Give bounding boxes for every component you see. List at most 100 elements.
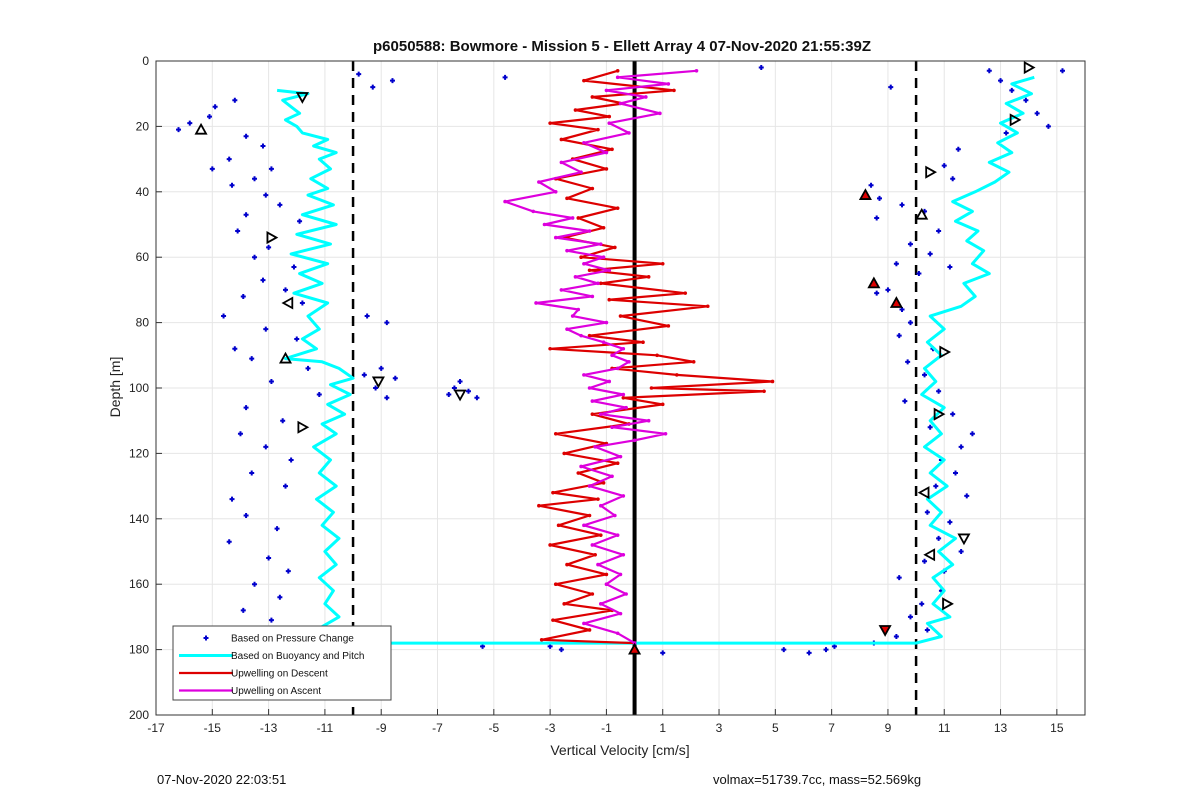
- line-vertex-dot: [598, 533, 603, 537]
- scatter-point: [268, 166, 274, 172]
- line-vertex-dot: [587, 484, 592, 488]
- scatter-point: [316, 392, 322, 398]
- triangle-marker: [1009, 113, 1022, 127]
- legend-label: Based on Pressure Change: [231, 634, 354, 645]
- scatter-point: [277, 594, 283, 600]
- y-tick-label: 20: [136, 119, 150, 133]
- scatter-point: [370, 84, 376, 90]
- scatter-point: [465, 388, 471, 394]
- scatter-point: [206, 114, 212, 120]
- scatter-point: [758, 65, 764, 71]
- line-vertex-dot: [694, 69, 699, 73]
- line-vertex-dot: [618, 101, 623, 106]
- line-vertex-dot: [610, 474, 614, 479]
- scatter-point: [378, 365, 384, 371]
- scatter-point: [187, 120, 193, 126]
- scatter-point: [232, 346, 238, 352]
- line-vertex-dot: [666, 324, 671, 328]
- scatter-point: [1003, 130, 1009, 136]
- triangle-marker: [933, 407, 946, 421]
- y-tick-label: 80: [136, 316, 150, 330]
- scatter-point: [356, 71, 362, 77]
- line-vertex-dot: [601, 481, 606, 485]
- scatter-point: [933, 483, 939, 489]
- scatter-point: [1009, 87, 1015, 93]
- line-vertex-dot: [590, 543, 595, 547]
- line-vertex-dot: [596, 281, 600, 286]
- triangle-marker: [942, 597, 954, 611]
- scatter-point: [384, 395, 390, 401]
- line-vertex-dot: [646, 275, 651, 279]
- scatter-point: [249, 356, 255, 362]
- line-vertex-dot: [627, 131, 631, 135]
- line-vertex-dot: [582, 261, 586, 266]
- line-vertex-dot: [537, 503, 541, 508]
- line-vertex-dot: [548, 346, 552, 351]
- scatter-point: [950, 411, 956, 417]
- scatter-point: [384, 320, 390, 326]
- scatter-point: [893, 261, 899, 267]
- legend-swatch: [203, 635, 209, 641]
- line-vertex-dot: [621, 494, 626, 498]
- scatter-point: [936, 388, 942, 394]
- reference-lines: [351, 61, 918, 715]
- line-vertex-dot: [610, 425, 614, 430]
- scatter-point: [299, 300, 305, 306]
- line-vertex-dot: [604, 320, 609, 325]
- x-tick-label: 15: [1050, 721, 1064, 735]
- line-vertex-dot: [621, 346, 626, 351]
- y-tick-label: 140: [129, 512, 149, 526]
- y-tick-label: 200: [129, 708, 149, 722]
- line-vertex-dot: [615, 461, 620, 466]
- line-vertex-dot: [615, 206, 620, 210]
- scatter-point: [823, 647, 829, 653]
- line-vertex-dot: [582, 140, 586, 145]
- series-line: [258, 75, 1035, 645]
- scatter-point: [252, 581, 258, 587]
- scatter-point: [781, 647, 787, 653]
- x-tick-label: 1: [659, 721, 666, 735]
- line-vertex-dot: [604, 167, 609, 171]
- line-vertex-dot: [559, 160, 564, 165]
- scatter-point: [936, 535, 942, 541]
- line-vertex-dot: [559, 288, 564, 292]
- line-vertex-dot: [548, 543, 552, 547]
- scatter-point: [893, 634, 899, 640]
- scatter-point: [964, 493, 970, 499]
- line-vertex-dot: [582, 373, 586, 377]
- line-vertex-dot: [553, 582, 558, 586]
- line-vertex-dot: [649, 386, 654, 390]
- scatter-point: [899, 202, 905, 208]
- line-vertex-dot: [621, 552, 626, 557]
- scatter-point: [229, 496, 235, 502]
- scatter-point: [874, 215, 880, 221]
- line-vertex-dot: [587, 268, 592, 273]
- y-axis-label: Depth [m]: [107, 357, 123, 418]
- x-tick-label: -1: [601, 721, 612, 735]
- line-vertex-dot: [596, 127, 600, 132]
- line-vertex-dot: [660, 402, 665, 407]
- scatter-point: [874, 290, 880, 296]
- scatter-point: [1023, 97, 1029, 103]
- scatter-point: [373, 385, 379, 391]
- scatter-point: [896, 575, 902, 581]
- scatter-point: [905, 359, 911, 365]
- line-vertex-dot: [607, 121, 612, 125]
- legend: Based on Pressure Change Based on Buoyanc…: [172, 625, 392, 701]
- scatter-point: [660, 650, 666, 656]
- scatter-point: [277, 202, 283, 208]
- scatter-point: [474, 395, 480, 401]
- scatter-point: [924, 509, 930, 515]
- scatter-point: [806, 650, 812, 656]
- scatter-point: [936, 228, 942, 234]
- line-vertex-dot: [601, 225, 606, 230]
- line-vertex-dot: [582, 621, 586, 626]
- x-tick-label: -3: [545, 721, 556, 735]
- triangle-marker: [917, 486, 930, 500]
- line-vertex-dot: [691, 360, 696, 364]
- line-vertex-dot: [587, 386, 592, 390]
- series-based-on-buoyancy-and-pitch: [258, 75, 1035, 645]
- line-vertex-dot: [573, 108, 578, 112]
- scatter-point: [446, 392, 452, 398]
